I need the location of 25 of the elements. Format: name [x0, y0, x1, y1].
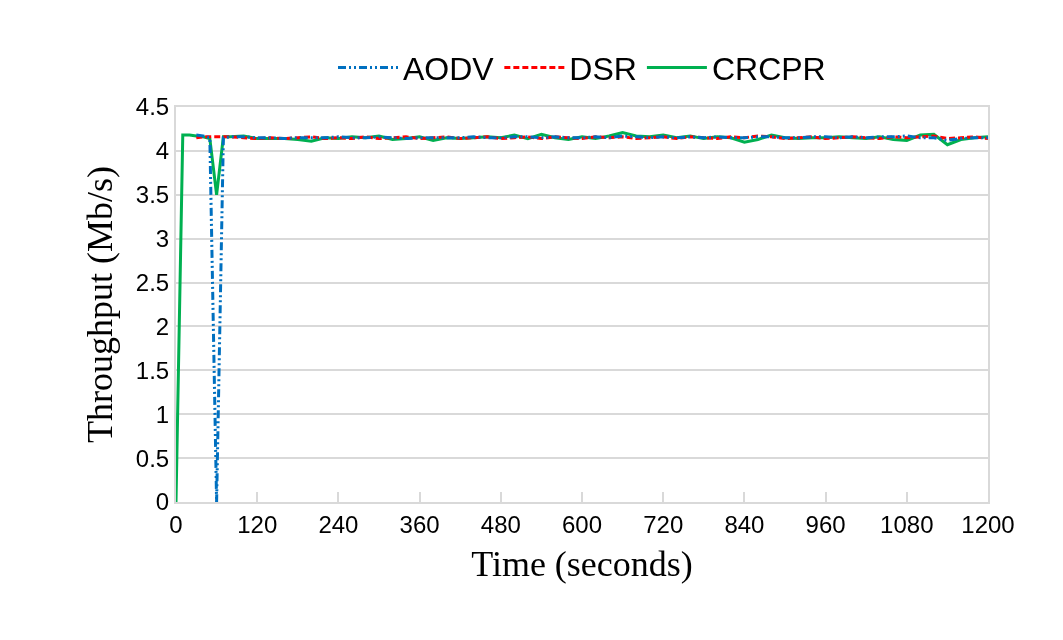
y-tick-label: 4 [155, 137, 170, 165]
x-tick-label: 840 [724, 510, 765, 538]
x-tick-label: 960 [805, 510, 846, 538]
y-tick-label: 1 [155, 400, 170, 428]
x-tick-label: 1080 [880, 510, 934, 538]
legend-label: AODV [403, 50, 495, 87]
y-tick-label: 1.5 [135, 356, 170, 384]
x-tick-label: 120 [237, 510, 278, 538]
y-tick-label: 4.5 [135, 93, 170, 121]
x-tick-label: 360 [399, 510, 440, 538]
y-tick-label: 3 [155, 225, 170, 253]
x-tick-label: 480 [480, 510, 521, 538]
y-axis-title: Throughput (Mb/s) [80, 166, 121, 443]
y-tick-label: 0 [155, 488, 170, 516]
legend-label: DSR [569, 50, 637, 87]
y-tick-label: 3.5 [135, 181, 170, 209]
y-tick-label: 2.5 [135, 268, 170, 296]
x-tick-label: 240 [318, 510, 359, 538]
legend-label: CRCPR [711, 50, 826, 87]
x-tick-label: 1200 [961, 510, 1015, 538]
x-axis-title: Time (seconds) [471, 544, 693, 584]
x-tick-label: 720 [643, 510, 684, 538]
y-tick-label: 2 [155, 312, 170, 340]
x-tick-label: 600 [561, 510, 603, 538]
y-tick-label: 0.5 [135, 444, 170, 472]
